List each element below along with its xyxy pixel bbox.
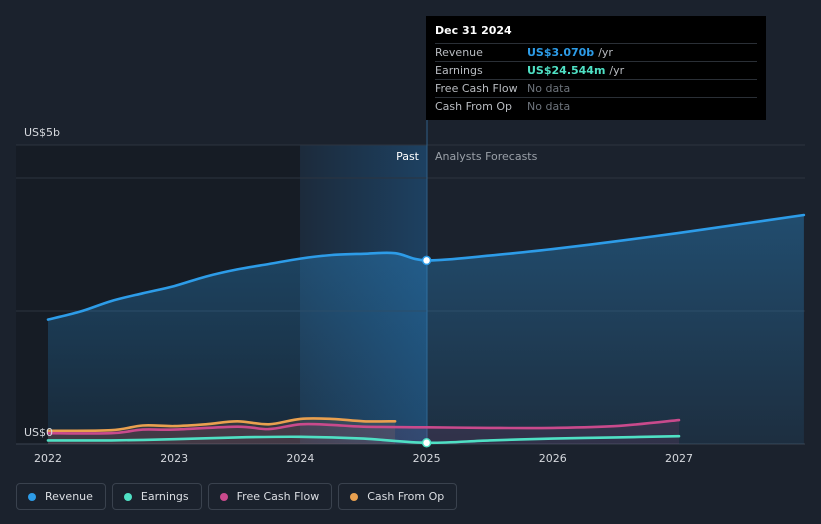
revenue-line [46,213,806,321]
forecast-label: Analysts Forecasts [435,150,538,163]
past-label: Past [396,150,420,163]
tooltip-value: No data [527,82,571,95]
tooltip-label: Earnings [435,64,483,77]
tooltip-label: Revenue [435,46,483,59]
tooltip-value: US$3.070b [527,46,595,59]
y-axis-bottom-label: US$0 [24,426,53,439]
tooltip-row-revenue: Revenue US$3.070b /yr [435,43,757,61]
revenue-dot-icon [28,492,36,501]
legend-label: Earnings [140,490,189,503]
tooltip-value: US$24.544m [527,64,606,77]
tooltip-label: Cash From Op [435,100,513,113]
tooltip: Dec 31 2024 Revenue US$3.070b /yr Earnin… [426,16,766,120]
tooltip-value: No data [527,100,571,113]
tooltip-row-fcf: Free Cash Flow No data [435,79,757,97]
x-tick-label: 2025 [413,452,441,465]
tooltip-unit: /yr [609,64,625,77]
legend-item-earnings[interactable]: Earnings [111,483,202,510]
revenue-area [48,215,804,444]
y-axis-top-label: US$5b [24,126,60,139]
legend-label: Cash From Op [367,490,445,503]
tooltip-date: Dec 31 2024 [435,24,512,37]
tooltip-row-earnings: Earnings US$24.544m /yr [435,61,757,79]
legend-item-free-cash-flow[interactable]: Free Cash Flow [207,483,333,510]
tooltip-unit: /yr [598,46,613,59]
cash-from-op-line [46,417,397,433]
x-tick-label: 2024 [286,452,314,465]
legend-item-revenue[interactable]: Revenue [16,483,106,510]
legend-label: Revenue [45,490,93,503]
free-cash-flow-dot-icon [219,492,228,501]
x-tick-label: 2027 [665,452,693,465]
x-tick-label: 2023 [160,452,188,465]
free-cash-flow-line [46,418,681,435]
legend-item-cash-from-op[interactable]: Cash From Op [338,483,458,510]
legend: Revenue Earnings Free Cash Flow Cash Fro… [16,483,458,510]
cash-from-op-dot-icon [350,492,359,501]
chart-canvas: US$5b US$0 Past Analysts Forecasts 2022 2… [16,120,806,465]
tooltip-label: Free Cash Flow [435,82,518,95]
earnings-line [46,434,681,445]
legend-label: Free Cash Flow [236,490,320,503]
earnings-dot-icon [123,492,132,501]
x-tick-label: 2022 [34,452,62,465]
tooltip-row-cfo: Cash From Op No data [435,97,757,115]
earnings-highlight-point [421,438,432,448]
revenue-highlight-point [421,255,432,266]
x-tick-label: 2026 [539,452,567,465]
